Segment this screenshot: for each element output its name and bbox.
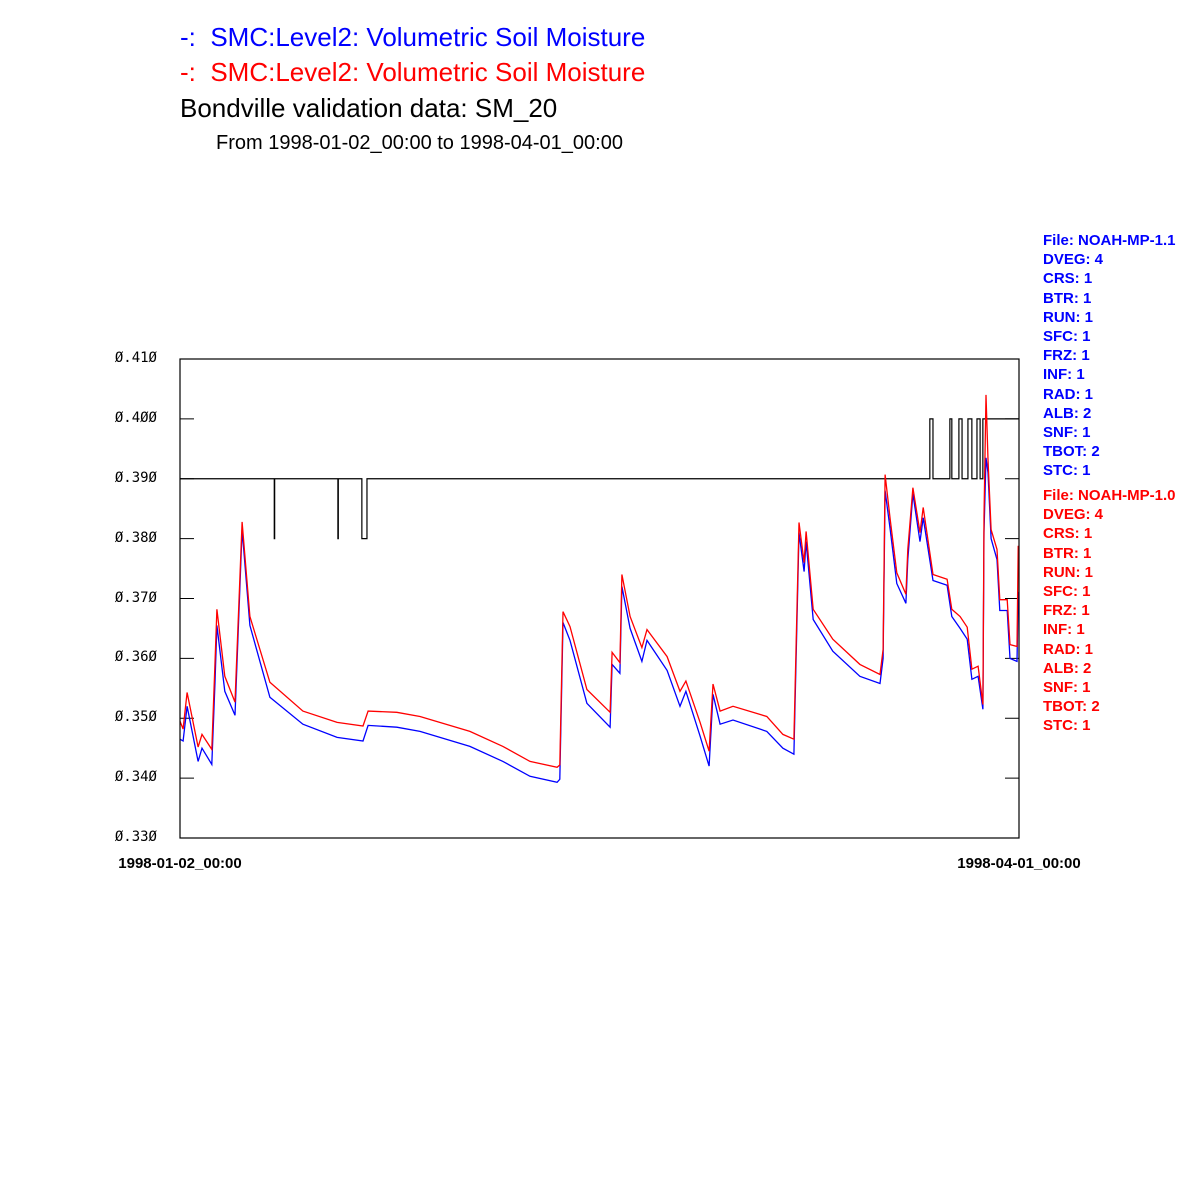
y-tick-label: Ø.35Ø (114, 709, 157, 726)
y-tick-label: Ø.41Ø (114, 350, 157, 366)
series-label: SMC:Level2: Volumetric Soil Moisture (210, 22, 646, 52)
legend-entry: STC: 1 (1043, 462, 1091, 480)
line-marker: -: (180, 57, 196, 87)
y-tick-label: Ø.34Ø (114, 769, 157, 786)
legend-entry: DVEG: 4 (1043, 506, 1104, 524)
legend-entry: INF: 1 (1043, 366, 1085, 384)
series-title-red: -: SMC:Level2: Volumetric Soil Moisture (180, 57, 645, 88)
y-tick-label: Ø.33Ø (114, 829, 157, 845)
chart-subtitle: From 1998-01-02_00:00 to 1998-04-01_00:0… (216, 132, 623, 154)
legend-entry: INF: 1 (1043, 621, 1085, 639)
legend-entry: FRZ: 1 (1043, 347, 1090, 365)
legend-entry: DVEG: 4 (1043, 251, 1104, 269)
legend-entry: CRS: 1 (1043, 525, 1093, 543)
y-tick-label: Ø.39Ø (114, 469, 157, 486)
series-line-blue (179, 457, 1019, 784)
series-title-blue: -: SMC:Level2: Volumetric Soil Moisture (180, 22, 645, 53)
y-tick-label: Ø.38Ø (114, 529, 157, 546)
chart-title: Bondville validation data: SM_20 (180, 93, 558, 123)
legend-entry: SNF: 1 (1043, 424, 1091, 442)
series-label: SMC:Level2: Volumetric Soil Moisture (210, 57, 646, 87)
legend-entry: SFC: 1 (1043, 328, 1091, 346)
series-line-red (179, 394, 1019, 769)
legend-entry: File: NOAH-MP-1.1 (1043, 232, 1176, 249)
y-tick-label: Ø.37Ø (114, 589, 157, 606)
y-tick-label: Ø.4ØØ (114, 409, 157, 426)
x-tick-label: 1998-01-02_00:00 (118, 855, 242, 872)
legend-entry: RAD: 1 (1043, 640, 1094, 658)
legend-entry: STC: 1 (1043, 717, 1091, 735)
legend-entry: RAD: 1 (1043, 385, 1094, 403)
legend-blue: File: NOAH-MP-1.1 DVEG: 4 CRS: 1 BTR: 1 RUN:… (1043, 231, 1176, 481)
x-tick-label: 1998-04-01_00:00 (957, 855, 1081, 872)
legend-entry: File: NOAH-MP-1.0 (1043, 487, 1176, 504)
legend-entry: RUN: 1 (1043, 308, 1094, 326)
legend-entry: TBOT: 2 (1043, 443, 1100, 461)
legend-entry: CRS: 1 (1043, 270, 1093, 288)
legend-entry: FRZ: 1 (1043, 602, 1090, 620)
legend-entry: RUN: 1 (1043, 563, 1094, 581)
plot-frame (179, 358, 1020, 839)
legend-entry: TBOT: 2 (1043, 698, 1100, 716)
legend-entry: SFC: 1 (1043, 583, 1091, 601)
validation-series-line (180, 418, 1019, 540)
legend-red: File: NOAH-MP-1.0 DVEG: 4 CRS: 1 BTR: 1 RUN:… (1043, 486, 1176, 736)
legend-entry: ALB: 2 (1043, 404, 1092, 422)
legend-entry: SNF: 1 (1043, 679, 1091, 697)
y-tick-label: Ø.36Ø (114, 649, 157, 666)
legend-entry: BTR: 1 (1043, 289, 1092, 307)
legend-entry: BTR: 1 (1043, 544, 1092, 562)
legend-entry: ALB: 2 (1043, 659, 1092, 677)
line-marker: -: (180, 22, 196, 52)
